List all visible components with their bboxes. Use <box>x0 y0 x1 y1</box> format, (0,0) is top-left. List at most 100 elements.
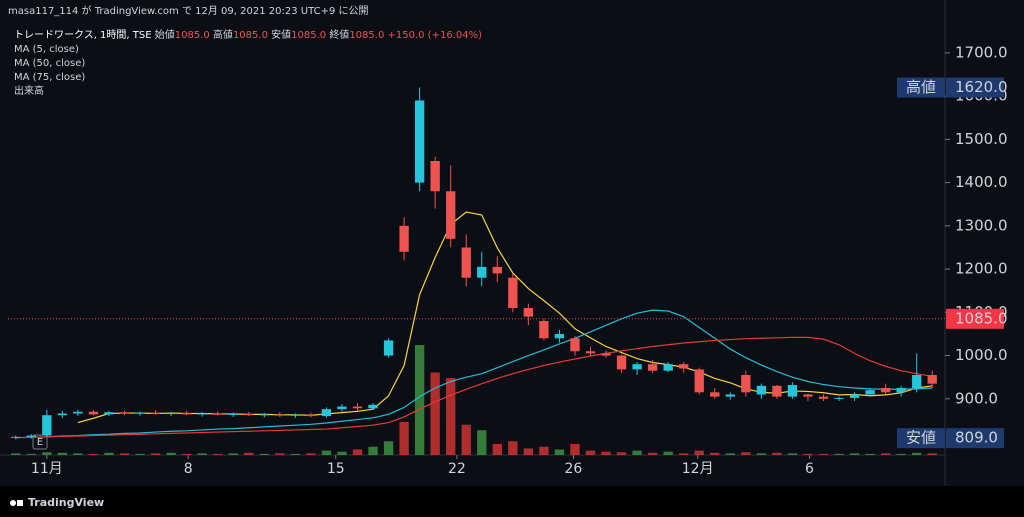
volume-bar <box>539 446 549 455</box>
volume-bar <box>523 448 534 455</box>
candle-body <box>927 375 937 384</box>
candle-body <box>104 412 114 415</box>
ohlc-label: 高値 <box>213 28 233 41</box>
price-tag <box>946 428 1004 449</box>
volume-bar <box>492 444 502 455</box>
candle-body <box>492 266 502 274</box>
volume-bar <box>321 450 332 455</box>
volume-bar <box>632 450 642 455</box>
volume-bar <box>259 453 269 455</box>
volume-bar <box>896 453 906 455</box>
volume-bar <box>135 453 145 455</box>
candle-body <box>647 364 658 371</box>
volume-bar <box>197 453 207 455</box>
volume-bar <box>368 446 378 455</box>
volume-bar <box>42 452 52 455</box>
candle-body <box>694 369 704 393</box>
candle-body <box>710 392 720 397</box>
ohlc-value: 1085.0 <box>291 30 326 41</box>
volume-bar <box>570 444 580 455</box>
price-tag-name-box <box>897 77 945 98</box>
candle-body <box>275 414 285 416</box>
candle-body <box>321 409 332 417</box>
candle-body <box>352 406 363 409</box>
volume-bar <box>927 453 937 455</box>
volume-bar <box>461 424 471 455</box>
candle-body <box>818 396 829 399</box>
candle-body <box>446 191 456 239</box>
plot <box>11 87 937 455</box>
price-tag <box>946 77 1004 98</box>
price-tag-label: 1085.0 <box>955 309 1008 327</box>
y-tick-label: 1700.0 <box>955 43 1008 61</box>
volume-bar <box>756 453 767 455</box>
ohlc-label: 始値 <box>155 28 175 41</box>
candle-body <box>213 413 223 415</box>
volume-bar <box>275 453 285 455</box>
indicator-label: MA (5, close) <box>14 44 79 55</box>
volume-bar <box>694 450 704 455</box>
y-tick-label: 1400.0 <box>955 173 1008 191</box>
candle-body <box>616 355 627 370</box>
candle-body <box>119 412 130 414</box>
volume-bar <box>585 450 596 455</box>
candle-body <box>663 364 673 371</box>
volume-bar <box>244 452 254 455</box>
event-marker[interactable]: E <box>37 437 43 448</box>
candle-body <box>632 364 642 370</box>
event-box[interactable] <box>32 434 48 450</box>
volume-bar <box>508 441 518 455</box>
candle-body <box>259 414 269 416</box>
volume-bar <box>290 453 301 455</box>
candle-body <box>849 394 860 398</box>
candle-body <box>865 390 875 395</box>
ma-line <box>15 309 933 439</box>
volume-bar <box>616 452 627 455</box>
volume-bar <box>803 453 813 455</box>
volume-bar <box>11 453 21 455</box>
x-tick-label: 12月 <box>682 461 714 477</box>
candle-body <box>244 413 254 416</box>
x-tick-label: 15 <box>327 461 345 477</box>
volume-bar <box>725 453 735 455</box>
candle-body <box>150 412 161 414</box>
y-tick-label: 1200.0 <box>955 260 1008 278</box>
candle-body <box>368 404 378 409</box>
volume-bar <box>383 441 394 455</box>
ohlc-label: 終値 <box>329 28 349 41</box>
volume-bar <box>601 451 611 455</box>
price-tag-name-box <box>897 428 945 449</box>
ohlc-value: 1085.0 <box>349 30 384 41</box>
candle-body <box>88 411 99 415</box>
ohlc-label: 安値 <box>271 28 291 41</box>
indicator-label: MA (75, close) <box>14 72 85 83</box>
candle-body <box>834 397 844 399</box>
candle-body <box>508 277 518 308</box>
volume-bar <box>306 453 316 455</box>
volume-bar <box>477 430 487 455</box>
candle-body <box>477 266 487 278</box>
candle-body <box>880 387 891 393</box>
candle-body <box>803 394 813 397</box>
candle-body <box>11 436 21 438</box>
candle-body <box>570 338 580 352</box>
volume-bar <box>57 452 68 455</box>
price-tag-label: 809.0 <box>955 429 998 447</box>
candle-body <box>337 406 347 410</box>
volume-bar <box>73 453 83 455</box>
candle-body <box>42 415 52 436</box>
y-tick-label: 1300.0 <box>955 216 1008 234</box>
candle-body <box>306 414 316 417</box>
volume-bar <box>663 451 673 455</box>
volume-bar <box>228 453 238 455</box>
volume-bar <box>430 372 440 455</box>
volume-bar <box>772 452 782 455</box>
candle-body <box>135 412 145 414</box>
candle-body <box>912 375 922 388</box>
volume-bar <box>741 452 751 455</box>
ohlc-value: 1085.0 <box>175 30 210 41</box>
candle-body <box>383 340 394 356</box>
volume-bar <box>865 453 875 455</box>
